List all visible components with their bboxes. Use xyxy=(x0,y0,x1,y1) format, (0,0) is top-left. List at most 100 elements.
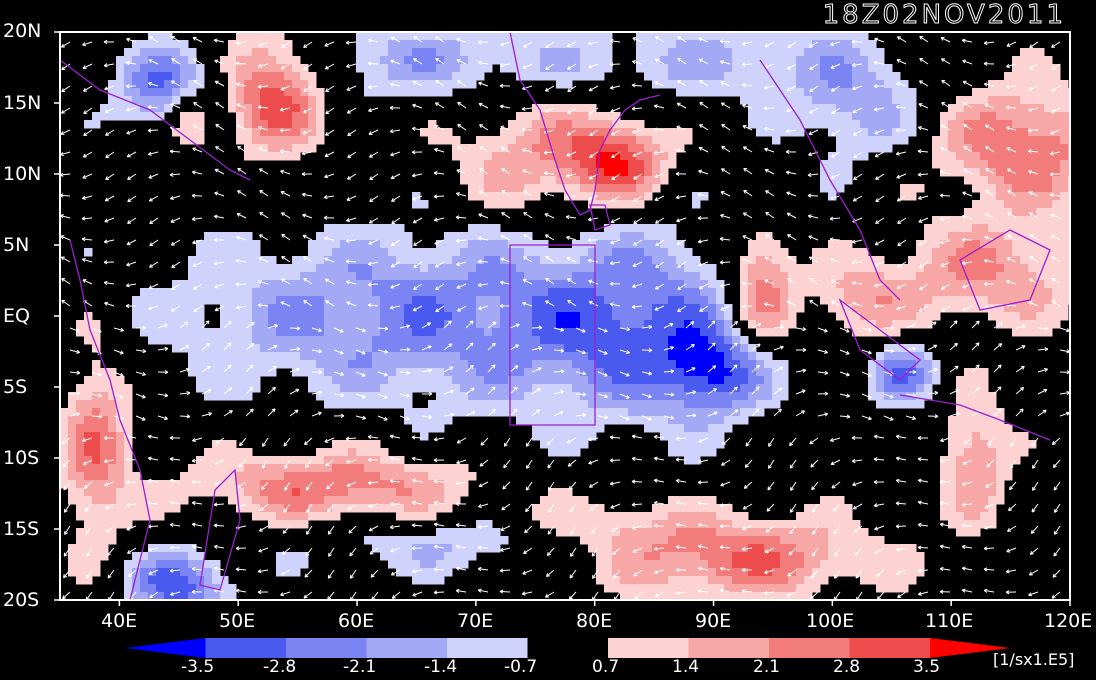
field-cell xyxy=(100,384,109,393)
field-cell xyxy=(348,240,357,249)
field-cell xyxy=(556,328,565,337)
field-cell xyxy=(180,320,189,329)
field-cell xyxy=(140,88,149,97)
field-cell xyxy=(148,488,157,497)
field-cell xyxy=(636,568,645,577)
field-cell xyxy=(356,296,365,305)
field-cell xyxy=(700,40,709,49)
field-cell xyxy=(412,80,421,89)
field-cell xyxy=(916,400,925,409)
field-cell xyxy=(676,64,685,73)
field-cell xyxy=(380,240,389,249)
field-cell xyxy=(676,320,685,329)
field-cell xyxy=(196,376,205,385)
field-cell xyxy=(108,392,117,401)
field-cell xyxy=(692,56,701,65)
field-cell xyxy=(564,384,573,393)
field-cell xyxy=(316,136,325,145)
field-cell xyxy=(412,336,421,345)
field-cell xyxy=(596,200,605,209)
field-cell xyxy=(668,48,677,57)
field-cell xyxy=(556,104,565,113)
field-cell xyxy=(436,296,445,305)
field-cell xyxy=(284,488,293,497)
field-cell xyxy=(1004,288,1013,297)
field-cell xyxy=(172,56,181,65)
field-cell xyxy=(876,584,885,593)
field-cell xyxy=(516,240,525,249)
field-cell xyxy=(300,72,309,81)
field-cell xyxy=(124,472,133,481)
field-cell xyxy=(764,112,773,121)
wind-vector xyxy=(235,61,247,66)
field-cell xyxy=(460,544,469,553)
field-cell xyxy=(1020,224,1029,233)
field-cell xyxy=(812,120,821,129)
field-cell xyxy=(684,328,693,337)
field-cell xyxy=(788,584,797,593)
field-cell xyxy=(1004,296,1013,305)
field-cell xyxy=(860,88,869,97)
field-cell xyxy=(764,360,773,369)
field-cell xyxy=(540,136,549,145)
field-cell xyxy=(236,112,245,121)
field-cell xyxy=(468,312,477,321)
field-cell xyxy=(900,80,909,89)
field-cell xyxy=(892,328,901,337)
field-cell xyxy=(964,208,973,217)
field-cell xyxy=(956,288,965,297)
wind-vector xyxy=(235,40,247,45)
field-cell xyxy=(852,560,861,569)
field-cell xyxy=(540,240,549,249)
field-cell xyxy=(188,360,197,369)
field-cell xyxy=(636,296,645,305)
field-cell xyxy=(460,232,469,241)
field-cell xyxy=(532,320,541,329)
field-cell xyxy=(940,248,949,257)
field-cell xyxy=(844,296,853,305)
field-cell xyxy=(1052,248,1061,257)
field-cell xyxy=(132,504,141,513)
field-cell xyxy=(908,296,917,305)
field-cell xyxy=(268,272,277,281)
field-cell xyxy=(884,344,893,353)
field-cell xyxy=(156,584,165,593)
field-cell xyxy=(596,392,605,401)
field-cell xyxy=(508,32,517,41)
field-cell xyxy=(572,288,581,297)
field-cell xyxy=(652,368,661,377)
field-cell xyxy=(324,288,333,297)
field-cell xyxy=(172,584,181,593)
field-cell xyxy=(740,56,749,65)
field-cell xyxy=(420,424,429,433)
field-cell xyxy=(220,576,229,585)
field-cell xyxy=(436,416,445,425)
field-cell xyxy=(316,328,325,337)
field-cell xyxy=(564,360,573,369)
field-cell xyxy=(980,160,989,169)
field-cell xyxy=(620,304,629,313)
field-cell xyxy=(828,528,837,537)
field-cell xyxy=(788,520,797,529)
field-cell xyxy=(292,280,301,289)
field-cell xyxy=(1028,152,1037,161)
field-cell xyxy=(508,320,517,329)
field-cell xyxy=(100,480,109,489)
field-cell xyxy=(876,136,885,145)
field-cell xyxy=(380,264,389,273)
field-cell xyxy=(908,272,917,281)
field-cell xyxy=(236,360,245,369)
field-cell xyxy=(932,272,941,281)
field-cell xyxy=(908,104,917,113)
field-cell xyxy=(548,496,557,505)
field-cell xyxy=(348,328,357,337)
field-cell xyxy=(1012,168,1021,177)
field-cell xyxy=(828,536,837,545)
field-cell xyxy=(828,272,837,281)
field-cell xyxy=(988,464,997,473)
field-cell xyxy=(772,264,781,273)
field-cell xyxy=(716,408,725,417)
field-cell xyxy=(316,128,325,137)
field-cell xyxy=(836,64,845,73)
field-cell xyxy=(956,488,965,497)
